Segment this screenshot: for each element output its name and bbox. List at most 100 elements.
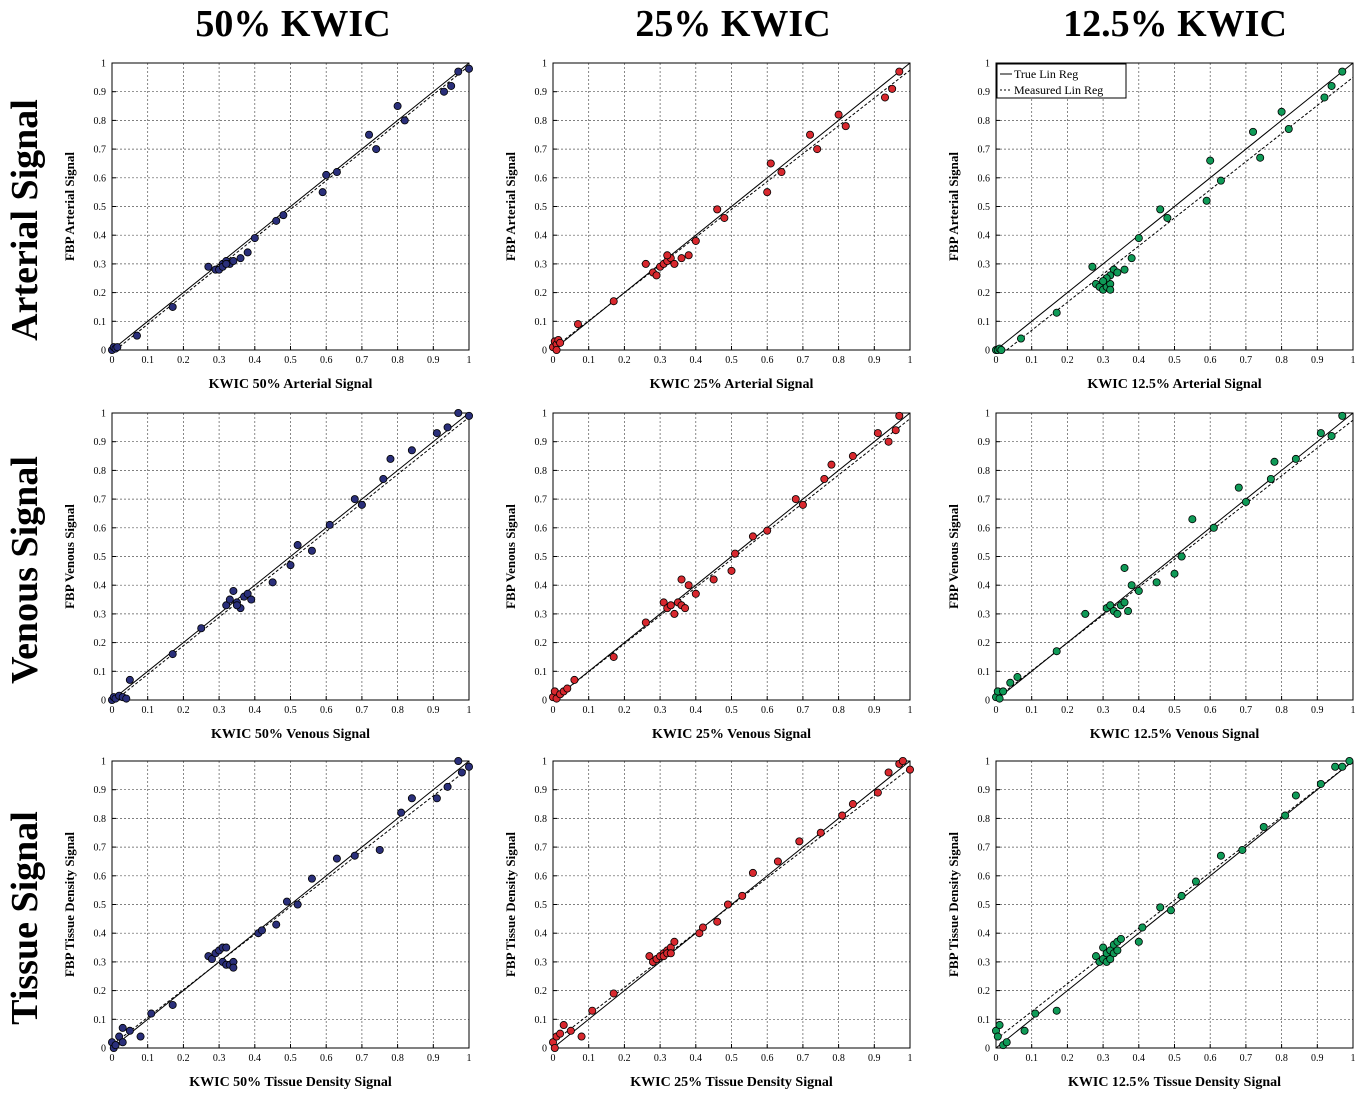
y-tick-label: 0.6 (978, 871, 991, 882)
data-point (350, 495, 359, 504)
y-tick-label: 0.7 (535, 145, 548, 156)
data-point (698, 923, 707, 932)
data-point (454, 757, 463, 766)
plot-25-arterial: 00 0.1 0.1 0.2 0.2 0.3 0.3 0.4 0.4 0.5 0.5 0.6 0.6 0.… (503, 59, 913, 393)
data-point (1113, 609, 1122, 618)
x-tick-label: 0.2 (177, 355, 190, 366)
y-tick-label: 0.1 (978, 1015, 991, 1026)
data-point (995, 1021, 1004, 1030)
data-point (841, 122, 850, 131)
data-point (677, 575, 686, 584)
data-point (873, 429, 882, 438)
y-tick-label: 0.5 (94, 552, 107, 563)
x-tick-label: 0.2 (618, 355, 631, 366)
x-tick-label: 0.5 (1168, 1053, 1181, 1064)
y-axis-label: FBP Venous Signal (503, 504, 518, 609)
data-point (884, 437, 893, 446)
y-tick-label: 0.4 (978, 581, 991, 592)
x-axis-label: KWIC 50% Venous Signal (211, 727, 370, 742)
x-tick-label: 0.5 (725, 705, 738, 716)
y-tick-label: 0.9 (535, 87, 548, 98)
data-point (1134, 586, 1143, 595)
x-tick-label: 0 (994, 1053, 999, 1064)
y-tick-label: 0 (542, 346, 547, 357)
data-point (236, 254, 245, 263)
legend-measured-label: Measured Lin Reg (1014, 83, 1103, 97)
data-point (293, 900, 302, 909)
data-point (795, 837, 804, 846)
x-tick-label: 0.1 (1025, 1053, 1038, 1064)
data-point (684, 251, 693, 260)
data-point (641, 618, 650, 627)
data-point (609, 652, 618, 661)
data-point (1106, 955, 1115, 964)
data-point (677, 254, 686, 263)
data-point (393, 102, 402, 111)
data-point (1134, 234, 1143, 243)
data-point (588, 1006, 597, 1015)
x-tick-label: 0 (110, 355, 115, 366)
legend-box (996, 63, 1127, 99)
x-tick-label: 1 (908, 355, 913, 366)
data-point (816, 828, 825, 837)
data-point (766, 159, 775, 168)
data-point (573, 320, 582, 329)
data-point (1338, 411, 1347, 420)
data-point (222, 943, 231, 952)
data-point (1191, 877, 1200, 886)
data-point (1156, 903, 1165, 912)
data-point (563, 684, 572, 693)
x-tick-label: 0.9 (1311, 355, 1324, 366)
y-tick-label: 0.7 (94, 843, 107, 854)
y-tick-label: 0.9 (978, 437, 991, 448)
data-point (229, 586, 238, 595)
data-point (1106, 601, 1115, 610)
data-point (1327, 81, 1336, 90)
y-tick-label: 0.1 (94, 667, 107, 678)
y-tick-label: 0.6 (535, 173, 548, 184)
data-point (454, 67, 463, 76)
y-tick-label: 0.8 (978, 814, 991, 825)
y-tick-label: 0.5 (535, 202, 548, 213)
data-point (204, 262, 213, 271)
data-point (225, 595, 234, 604)
x-tick-label: 0.8 (832, 355, 845, 366)
x-axis-label: KWIC 25% Venous Signal (652, 727, 811, 742)
true-regression-line (996, 63, 1353, 350)
data-point (464, 762, 473, 771)
x-tick-label: 0.8 (832, 1053, 845, 1064)
x-tick-label: 0.1 (582, 705, 595, 716)
data-point (1316, 779, 1325, 788)
data-point (827, 460, 836, 469)
data-point (691, 589, 700, 598)
y-tick-label: 0.6 (978, 173, 991, 184)
x-tick-label: 0 (110, 705, 115, 716)
y-tick-label: 0.4 (94, 929, 107, 940)
y-tick-label: 1 (101, 59, 106, 70)
x-tick-label: 0.1 (1025, 355, 1038, 366)
data-point (895, 67, 904, 76)
data-point (609, 297, 618, 306)
data-point (670, 937, 679, 946)
data-point (641, 259, 650, 268)
y-tick-label: 0.1 (535, 1015, 548, 1026)
data-point (132, 331, 141, 340)
y-tick-label: 0.2 (94, 638, 107, 649)
data-point (1291, 791, 1300, 800)
x-tick-label: 0.7 (356, 1053, 369, 1064)
data-point (332, 168, 341, 177)
data-point (136, 1032, 145, 1041)
measured-regression-line (1006, 76, 1353, 350)
data-point (1127, 581, 1136, 590)
y-tick-label: 1 (985, 757, 990, 768)
data-point (1241, 497, 1250, 506)
y-tick-label: 0.3 (978, 259, 991, 270)
y-tick-label: 1 (985, 59, 990, 70)
data-point (375, 845, 384, 854)
y-tick-label: 0.9 (94, 87, 107, 98)
measured-regression-line (114, 416, 469, 700)
data-point (999, 687, 1008, 696)
x-tick-label: 0.6 (320, 705, 333, 716)
data-point (318, 188, 327, 197)
x-tick-label: 0.3 (1097, 1053, 1110, 1064)
